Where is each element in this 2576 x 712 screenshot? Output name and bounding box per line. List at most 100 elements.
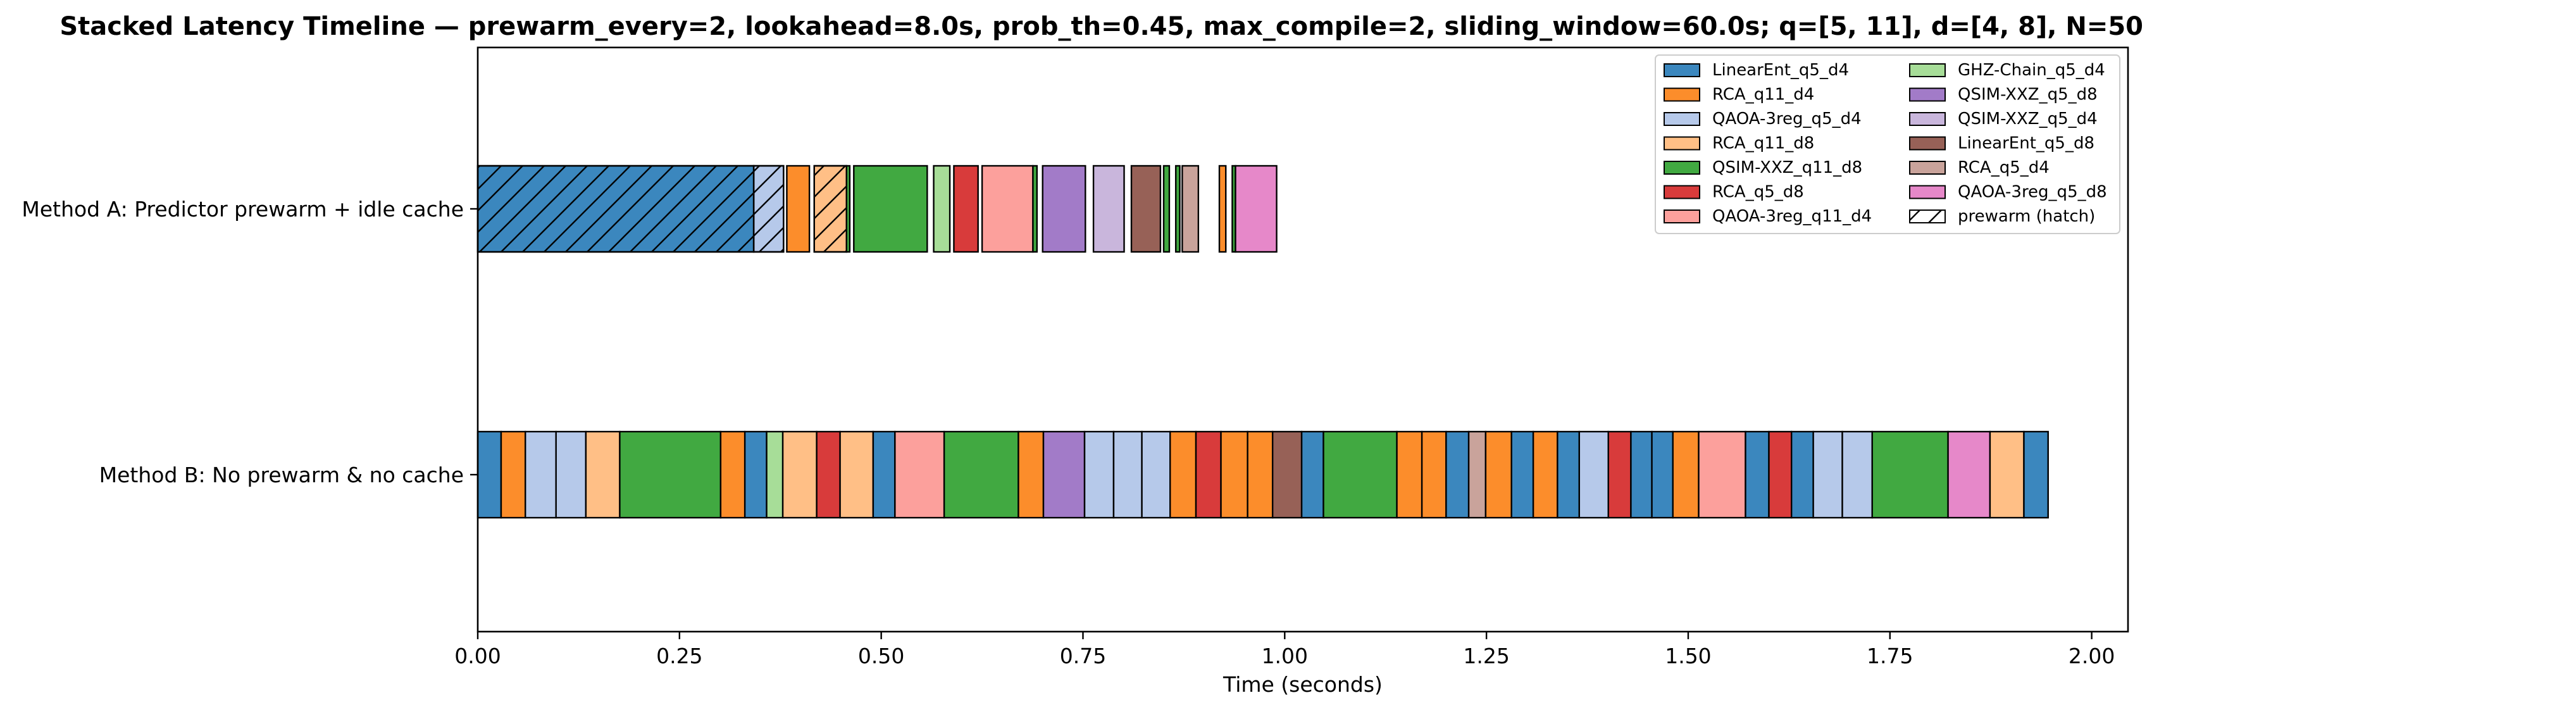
bar-segment-method-b-5: [585, 430, 621, 519]
bar-segment-method-b-22: [1195, 430, 1222, 519]
bar-segment-method-b-47: [1871, 430, 1949, 519]
x-tick-label-9: 2.00: [2069, 644, 2115, 668]
bar-segment-method-b-34: [1532, 430, 1559, 519]
bar-segment-method-b-13: [872, 430, 896, 519]
bar-segment-method-a-14: [1162, 165, 1171, 253]
bar-segment-method-b-43: [1768, 430, 1793, 519]
x-tick-label-4: 0.75: [1060, 644, 1106, 668]
x-tick-label-1: 0.00: [454, 644, 501, 668]
plot-frame: [476, 46, 2129, 633]
bar-segment-method-b-8: [744, 430, 768, 519]
bar-segment-method-b-37: [1607, 430, 1632, 519]
bar-segment-method-b-24: [1247, 430, 1274, 519]
bar-segment-method-b-16: [1017, 430, 1045, 519]
legend-label-ghz-chain-q5-d4: GHZ-Chain_q5_d4: [1958, 61, 2105, 80]
bar-segment-method-b-12: [839, 430, 874, 519]
x-tick-label-7: 1.50: [1665, 644, 1711, 668]
bar-segment-method-b-1: [476, 430, 502, 519]
legend-label-rca-q5-d8: RCA_q5_d8: [1712, 183, 1804, 202]
legend-swatch-linearent-q5-d8: [1909, 136, 1946, 151]
bar-segment-method-b-23: [1220, 430, 1248, 519]
legend-label-qsim-xxz-q11-d8: QSIM-XXZ_q11_d8: [1712, 158, 1862, 177]
legend-label-rca-q11-d4: RCA_q11_d4: [1712, 85, 1814, 104]
x-tick-label-3: 0.50: [858, 644, 904, 668]
bar-segment-method-a-11: [1042, 165, 1086, 253]
bar-segment-method-b-42: [1745, 430, 1770, 519]
bar-segment-method-b-39: [1651, 430, 1674, 519]
bar-segment-method-a-19: [1235, 165, 1278, 253]
bar-segment-method-b-31: [1467, 430, 1487, 519]
bar-segment-method-b-46: [1841, 430, 1873, 519]
bar-segment-method-a-16: [1181, 165, 1200, 253]
bar-segment-method-a-17: [1218, 165, 1227, 253]
legend-label-linearent-q5-d4: LinearEnt_q5_d4: [1712, 61, 1849, 80]
legend-label-qaoa-3reg-q11-d4: QAOA-3reg_q11_d4: [1712, 207, 1872, 226]
legend: LinearEnt_q5_d4 RCA_q11_d4 QAOA-3reg_q5_d4…: [1655, 54, 2120, 234]
legend-label-rca-q11-d8: RCA_q11_d8: [1712, 134, 1814, 153]
bar-segment-method-b-35: [1557, 430, 1580, 519]
legend-swatch-qsim-xxz-q5-d8: [1909, 87, 1946, 102]
bar-segment-method-a-7: [933, 165, 951, 253]
bar-segment-method-b-10: [781, 430, 818, 519]
bar-segment-method-a-15: [1174, 165, 1181, 253]
x-tick-label-2: 0.25: [656, 644, 702, 668]
bar-segment-method-b-2: [500, 430, 526, 519]
x-axis-label: Time (seconds): [1223, 672, 1383, 697]
legend-label-qaoa-3reg-q5-d8: QAOA-3reg_q5_d8: [1958, 183, 2107, 202]
legend-swatch-ghz-chain-q5-d4: [1909, 63, 1946, 77]
legend-swatch-qsim-xxz-q5-d4: [1909, 112, 1946, 126]
bar-segment-method-b-17: [1042, 430, 1086, 519]
bar-segment-method-b-36: [1578, 430, 1609, 519]
bar-segment-method-b-26: [1300, 430, 1324, 519]
x-tick-label-6: 1.25: [1463, 644, 1509, 668]
bar-segment-method-b-6: [619, 430, 722, 519]
bar-segment-method-b-48: [1947, 430, 1991, 519]
bar-segment-method-a-8: [953, 165, 979, 253]
bar-segment-method-b-25: [1271, 430, 1303, 519]
x-axis: 0.00 0.25 0.50 0.75 1.00 1.25 1.50 1.75 2.00: [454, 632, 2115, 668]
bar-segment-method-b-7: [719, 430, 746, 519]
legend-swatch-rca-q5-d4: [1909, 161, 1946, 175]
bar-segment-method-b-45: [1812, 430, 1843, 519]
prewarm-hatch-method-a-2: [752, 165, 785, 253]
legend-swatch-qsim-xxz-q11-d8: [1664, 161, 1700, 175]
bar-segment-method-b-4: [555, 430, 587, 519]
legend-label-prewarm-hatch: prewarm (hatch): [1958, 207, 2095, 226]
chart-title: Stacked Latency Timeline — prewarm_every…: [59, 12, 2143, 41]
y-tick-label-2: Method B: No prewarm & no cache: [99, 463, 464, 487]
legend-swatch-qaoa-3reg-q11-d4: [1664, 209, 1700, 223]
bar-segment-method-b-38: [1630, 430, 1653, 519]
bar-segment-method-b-15: [943, 430, 1019, 519]
x-tick-label-8: 1.75: [1867, 644, 1913, 668]
bar-segment-method-b-30: [1445, 430, 1470, 519]
y-axis: Method A: Predictor prewarm + idle cache…: [22, 197, 478, 487]
bar-segment-method-b-32: [1484, 430, 1512, 519]
legend-label-qsim-xxz-q5-d4: QSIM-XXZ_q5_d4: [1958, 109, 2098, 128]
legend-frame: [1655, 54, 2120, 234]
bar-segment-method-a-13: [1130, 165, 1162, 253]
bar-segment-method-a-12: [1092, 165, 1125, 253]
bar-segment-method-b-49: [1989, 430, 2025, 519]
bar-segment-method-b-19: [1112, 430, 1143, 519]
bar-segment-method-b-41: [1698, 430, 1746, 519]
bar-segment-method-a-9: [981, 165, 1034, 253]
bar-segment-method-b-28: [1396, 430, 1423, 519]
prewarm-hatch-method-a-4: [813, 165, 848, 253]
bar-segment-method-b-21: [1169, 430, 1197, 519]
legend-label-qaoa-3reg-q5-d4: QAOA-3reg_q5_d4: [1712, 109, 1862, 128]
bar-segment-method-b-27: [1322, 430, 1398, 519]
bar-segment-method-b-50: [2023, 430, 2049, 519]
bar-segment-method-b-18: [1083, 430, 1115, 519]
legend-label-linearent-q5-d8: LinearEnt_q5_d8: [1958, 134, 2094, 153]
legend-swatch-qaoa-3reg-q5-d8: [1909, 185, 1946, 199]
bar-segment-method-a-5: [845, 165, 851, 253]
bar-segment-method-b-20: [1141, 430, 1171, 519]
bar-segment-method-a-6: [853, 165, 928, 253]
legend-label-qsim-xxz-q5-d8: QSIM-XXZ_q5_d8: [1958, 85, 2098, 104]
legend-swatch-rca-q5-d8: [1664, 185, 1700, 199]
bar-segment-method-b-33: [1510, 430, 1534, 519]
prewarm-hatch-method-a-1: [476, 165, 755, 253]
bar-segment-method-b-3: [525, 430, 557, 519]
bar-segment-method-b-29: [1421, 430, 1447, 519]
